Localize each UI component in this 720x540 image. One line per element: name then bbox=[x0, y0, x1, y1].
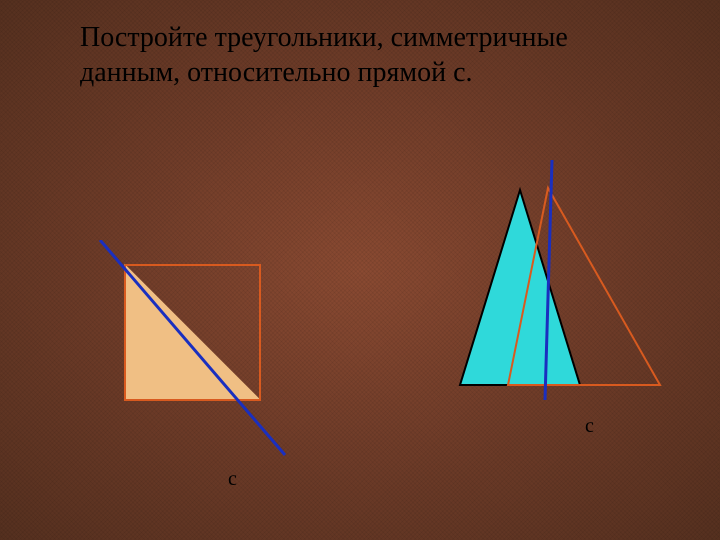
left-figure bbox=[60, 240, 300, 470]
left-triangle-fill bbox=[125, 265, 260, 400]
slide: Постройте треугольники, симметричные дан… bbox=[0, 0, 720, 540]
right-figure bbox=[400, 160, 680, 420]
left-axis-label: с bbox=[228, 468, 237, 491]
right-axis-label: с bbox=[585, 415, 594, 438]
slide-title: Постройте треугольники, симметричные дан… bbox=[80, 20, 660, 90]
right-filled-triangle bbox=[460, 190, 580, 385]
